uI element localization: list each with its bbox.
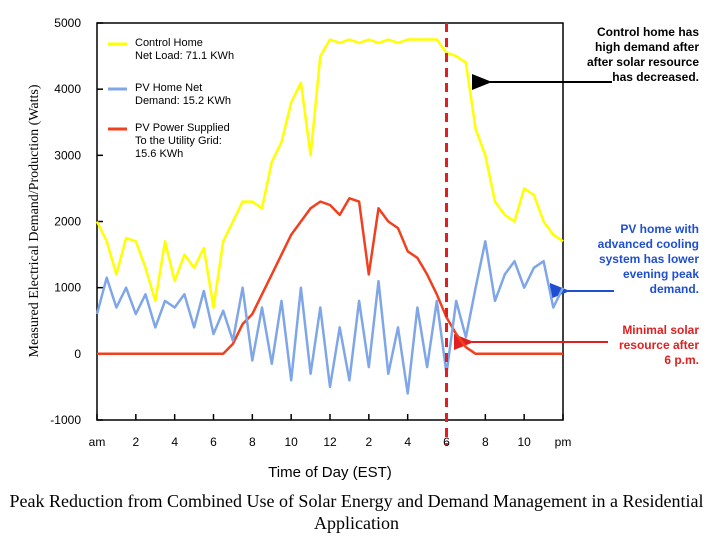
- x-tick-label: 2: [365, 435, 372, 449]
- x-tick-label: 2: [132, 435, 139, 449]
- x-tick-label: 4: [404, 435, 411, 449]
- x-axis-label: Time of Day (EST): [268, 464, 392, 481]
- series-line: [95, 240, 565, 395]
- x-tick-label: 10: [517, 435, 531, 449]
- series-line: [95, 38, 564, 309]
- y-tick-label: 4000: [54, 82, 81, 96]
- legend-label: Control Home Net Load: 71.1 KWh: [135, 37, 235, 62]
- y-tick-label: 3000: [54, 148, 81, 162]
- legend-label: PV Home Net Demand: 15.2 KWh: [135, 82, 231, 107]
- y-tick-label: 2000: [54, 215, 81, 229]
- x-tick-label: 12: [323, 435, 337, 449]
- x-tick-label: 8: [482, 435, 489, 449]
- x-tick-label: pm: [555, 435, 572, 449]
- annotation: Control home has high demand after after…: [586, 25, 699, 84]
- x-tick-label: 4: [171, 435, 178, 449]
- x-tick-label: am: [89, 435, 106, 449]
- y-tick-label: -1000: [50, 413, 81, 427]
- y-axis-label: Measured Electrical Demand/Production (W…: [27, 84, 42, 357]
- x-tick-label: 8: [249, 435, 256, 449]
- y-tick-label: 0: [74, 347, 81, 361]
- legend-label: PV Power Supplied To the Utility Grid: 1…: [135, 122, 230, 160]
- annotation: PV home with advanced cooling system has…: [597, 222, 699, 296]
- annotation: Minimal solar resource after 6 p.m.: [618, 323, 699, 367]
- series-line: [97, 197, 563, 356]
- x-tick-label: 6: [210, 435, 217, 449]
- y-tick-label: 1000: [54, 281, 81, 295]
- caption: Peak Reduction from Combined Use of Sola…: [9, 491, 704, 533]
- x-tick-label: 6: [443, 435, 450, 449]
- x-tick-label: 10: [284, 435, 298, 449]
- y-tick-label: 5000: [54, 16, 81, 30]
